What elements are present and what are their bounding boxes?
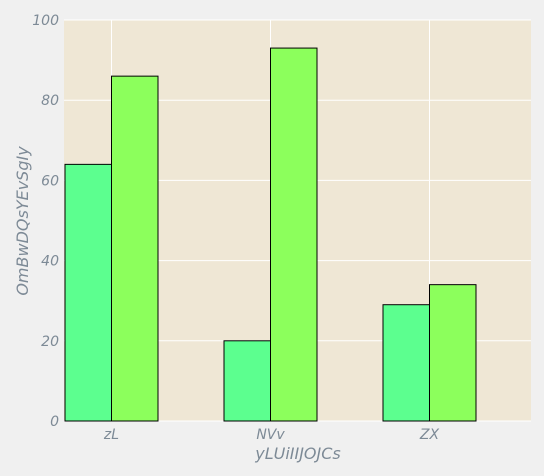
bar — [223, 340, 271, 422]
y-axis-label: OmBwDQsYEvSgIy — [13, 146, 32, 296]
bar — [382, 304, 430, 422]
x-tick-label: zL — [103, 427, 119, 443]
bar — [270, 47, 318, 422]
bar — [64, 163, 112, 422]
x-tick-label: ZX — [419, 427, 440, 443]
y-tick-label: 80 — [41, 93, 59, 109]
x-ticks: zL NVv ZX — [103, 427, 440, 443]
bar — [111, 75, 159, 422]
y-tick-label: 40 — [41, 254, 59, 270]
y-tick-label: 20 — [41, 334, 59, 350]
y-ticks: 0 20 40 60 80 100 — [32, 13, 59, 430]
bar — [429, 284, 477, 422]
bars — [64, 47, 477, 422]
x-axis-label: yLUiIIJOJCs — [254, 444, 341, 463]
y-tick-label: 0 — [50, 414, 59, 430]
y-tick-label: 60 — [41, 173, 59, 189]
y-tick-label: 100 — [32, 13, 59, 29]
x-tick-label: NVv — [256, 427, 285, 443]
